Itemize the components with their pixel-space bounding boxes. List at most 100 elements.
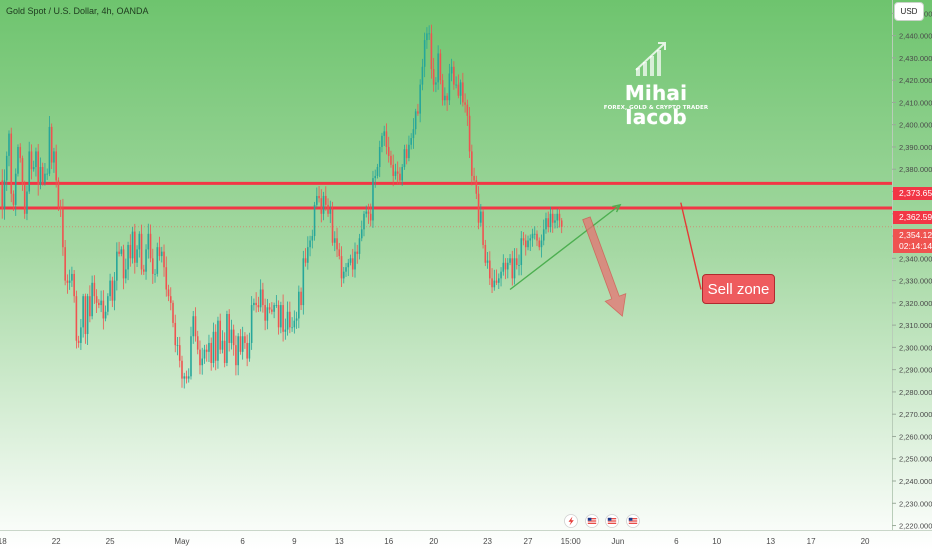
bullish-candle: [160, 251, 163, 257]
bullish-candle: [212, 331, 215, 363]
bullish-candle: [131, 231, 134, 259]
price-tick-label: 2,250.000: [899, 455, 932, 464]
bullish-candle: [410, 138, 412, 145]
time-tick-label: 15:00: [561, 537, 582, 546]
bullish-candle: [138, 233, 141, 250]
bearish-candle: [181, 360, 183, 379]
bearish-candle: [84, 296, 87, 335]
bearish-candle: [547, 218, 550, 228]
bullish-candle: [250, 305, 253, 343]
bearish-candle: [129, 244, 132, 259]
bullish-candle: [554, 220, 556, 223]
bearish-candle: [262, 289, 264, 306]
bearish-candle: [219, 320, 221, 350]
bearish-candle: [524, 240, 527, 248]
bullish-candle: [127, 244, 129, 270]
price-tick-label: 2,380.000: [899, 165, 932, 174]
time-tick-label: May: [174, 537, 189, 546]
bullish-candle: [450, 66, 453, 74]
time-tick-label: 6: [240, 537, 245, 546]
bullish-candle: [3, 180, 6, 210]
bearish-candle: [77, 340, 80, 343]
bearish-candle: [50, 126, 53, 163]
price-tick-label: 2,420.000: [899, 76, 932, 85]
flag-canton: [628, 517, 633, 521]
bearish-candle: [338, 249, 341, 257]
bullish-candle: [208, 342, 210, 352]
bullish-candle: [68, 280, 71, 283]
bearish-candle: [239, 336, 242, 352]
bullish-candle: [226, 313, 228, 363]
bearish-candle: [118, 251, 120, 254]
bearish-candle: [399, 173, 401, 181]
bearish-candle: [102, 300, 105, 319]
time-tick-label: 13: [766, 537, 775, 546]
bearish-candle: [405, 149, 408, 159]
bearish-candle: [439, 53, 442, 81]
bullish-candle: [435, 82, 437, 85]
bullish-candle: [342, 271, 345, 279]
bearish-candle: [536, 233, 538, 241]
bearish-candle: [158, 247, 161, 257]
sell-zone-callout[interactable]: Sell zone: [702, 274, 775, 304]
bullish-candle: [540, 240, 543, 248]
bearish-candle: [392, 164, 394, 176]
bullish-candle: [520, 238, 523, 265]
bullish-candle: [533, 233, 536, 235]
bearish-candle: [336, 238, 338, 250]
bearish-candle: [504, 262, 507, 270]
bullish-candle: [46, 173, 48, 175]
bearish-candle: [75, 296, 78, 341]
bullish-candle: [91, 282, 93, 317]
trend-line-arrowhead: [612, 203, 622, 213]
bullish-candle: [154, 273, 156, 275]
time-tick-label: 6: [674, 537, 679, 546]
bearish-candle: [468, 115, 471, 152]
bullish-candle: [378, 146, 381, 168]
bearish-candle: [64, 247, 66, 281]
bullish-candle: [104, 311, 107, 319]
bullish-candle: [329, 209, 332, 214]
bearish-candle: [59, 207, 62, 210]
flag-stripe: [587, 518, 597, 519]
candlestick-series: [1, 24, 563, 389]
bullish-candle: [423, 40, 426, 67]
price-tick-label: 2,220.000: [899, 522, 932, 531]
bullish-candle: [147, 233, 150, 250]
bullish-candle: [100, 300, 102, 306]
bullish-candle: [444, 95, 446, 101]
us-flag-icon: [585, 514, 599, 528]
bullish-candle: [313, 204, 316, 237]
bearish-candle: [196, 336, 199, 350]
bearish-candle: [172, 302, 174, 323]
bearish-candle: [560, 220, 563, 227]
time-tick-label: 25: [106, 537, 115, 546]
bullish-candle: [116, 251, 118, 281]
flag-canton: [587, 517, 592, 521]
currency-button[interactable]: USD: [894, 2, 924, 21]
lightning-glyph: [568, 516, 574, 526]
bearish-candle: [93, 282, 96, 297]
bullish-candle: [298, 291, 300, 319]
bearish-candle: [142, 269, 145, 272]
bearish-candle: [385, 131, 388, 147]
bearish-candle: [163, 251, 165, 268]
bearish-candle: [473, 175, 475, 181]
bearish-candle: [351, 258, 354, 270]
bearish-candle: [185, 376, 188, 379]
bearish-candle: [462, 82, 464, 103]
bullish-candle: [273, 305, 275, 312]
bearish-candle: [432, 69, 435, 85]
bullish-candle: [82, 296, 84, 328]
bearish-candle: [257, 305, 260, 308]
price-tick-label: 2,320.000: [899, 299, 932, 308]
flag-stripe: [587, 519, 597, 521]
bullish-candle: [221, 340, 224, 350]
bearish-candle: [390, 155, 392, 165]
bearish-candle: [57, 180, 60, 208]
bearish-candle: [387, 146, 390, 156]
bullish-candle: [333, 238, 336, 243]
bullish-candle: [455, 84, 457, 86]
